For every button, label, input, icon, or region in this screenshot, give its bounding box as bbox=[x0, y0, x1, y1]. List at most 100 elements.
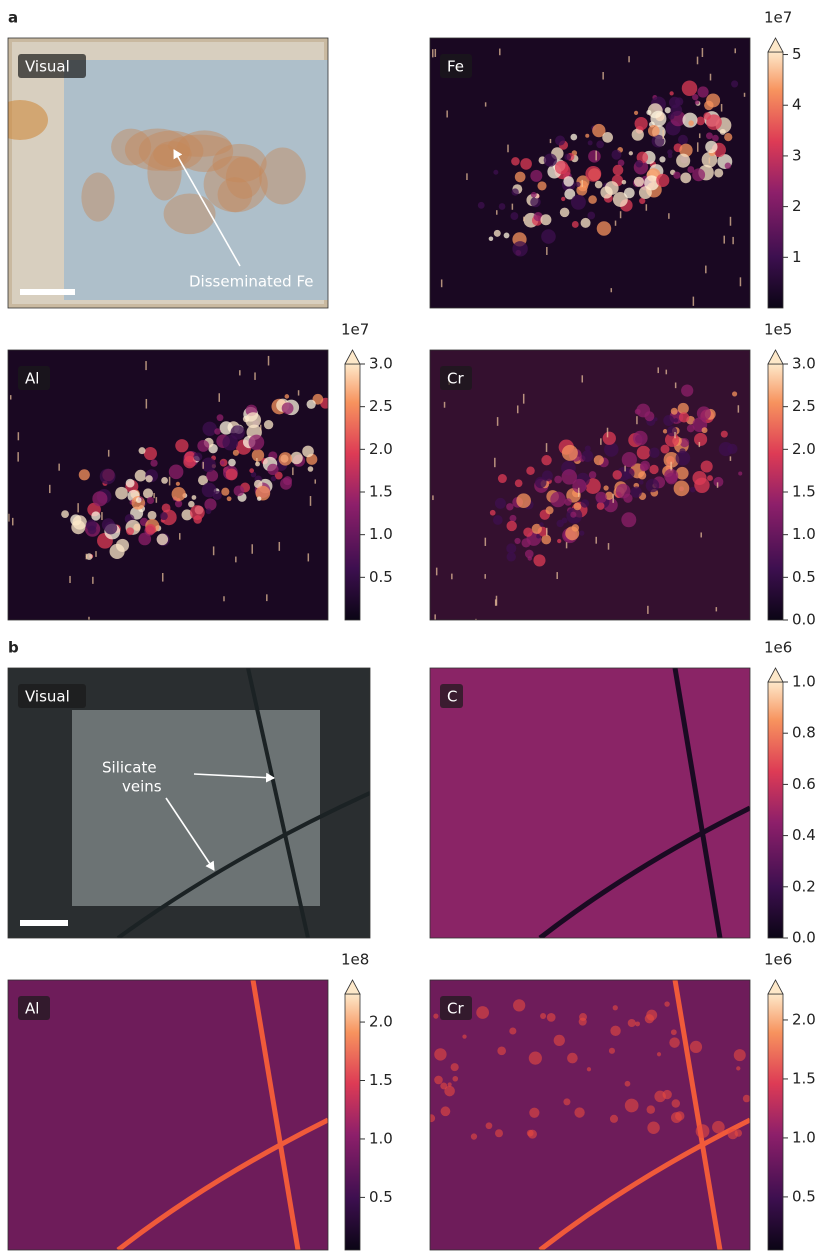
hotspot bbox=[696, 116, 705, 125]
hotspot bbox=[234, 485, 245, 496]
speck bbox=[179, 533, 181, 540]
hotspot bbox=[73, 515, 87, 529]
colorbar-tick-label: 1.5 bbox=[369, 1071, 393, 1089]
image-title: C bbox=[447, 688, 457, 706]
hotspot bbox=[674, 481, 690, 497]
colorbar-tick-label: 1 bbox=[792, 248, 802, 266]
hotspot bbox=[647, 1105, 655, 1113]
hotspot bbox=[561, 197, 565, 201]
speck bbox=[315, 479, 317, 483]
hotspot bbox=[116, 539, 129, 552]
speck bbox=[436, 568, 438, 576]
speck bbox=[58, 464, 60, 471]
colorbar-tick-label: 2.5 bbox=[792, 397, 816, 415]
speck bbox=[254, 372, 256, 380]
hotspot bbox=[701, 460, 713, 472]
image bbox=[430, 350, 750, 625]
hotspot bbox=[523, 527, 532, 536]
speck bbox=[608, 543, 610, 550]
hotspot bbox=[452, 1076, 458, 1082]
hotspot bbox=[663, 415, 674, 426]
speck bbox=[446, 110, 448, 117]
speck bbox=[600, 438, 602, 445]
annotation: veins bbox=[122, 778, 162, 796]
speck bbox=[153, 493, 155, 498]
hotspot bbox=[640, 463, 648, 471]
speck bbox=[674, 432, 676, 438]
hotspot bbox=[567, 1053, 578, 1064]
speck bbox=[95, 551, 97, 557]
colorbar-extend bbox=[345, 980, 360, 994]
hotspot bbox=[115, 487, 128, 500]
speck bbox=[546, 443, 548, 452]
hotspot bbox=[671, 1029, 677, 1035]
speck bbox=[709, 157, 711, 163]
hotspot bbox=[516, 493, 531, 508]
hotspot bbox=[679, 412, 689, 422]
hotspot bbox=[736, 1066, 740, 1070]
stain bbox=[164, 194, 216, 235]
hotspot bbox=[308, 466, 314, 472]
hotspot bbox=[434, 1048, 446, 1060]
image bbox=[0, 38, 363, 308]
hotspot bbox=[572, 221, 579, 228]
image-content bbox=[8, 350, 331, 626]
hotspot bbox=[656, 174, 669, 187]
hotspot bbox=[509, 515, 516, 522]
image bbox=[430, 668, 750, 938]
colorbar bbox=[345, 364, 360, 620]
hotspot bbox=[257, 496, 261, 500]
hotspot bbox=[682, 80, 698, 96]
hotspot bbox=[678, 135, 688, 145]
hotspot bbox=[670, 91, 674, 95]
hotspot bbox=[302, 446, 314, 458]
hotspot bbox=[145, 475, 152, 482]
speck bbox=[738, 405, 740, 412]
hotspot bbox=[136, 497, 142, 503]
speck bbox=[705, 266, 707, 274]
hotspot bbox=[625, 1081, 631, 1087]
colorbar-tick-label: 1.0 bbox=[792, 673, 816, 691]
hotspot bbox=[434, 1076, 443, 1085]
speck bbox=[581, 180, 583, 187]
speck bbox=[145, 361, 147, 370]
speck bbox=[523, 217, 525, 221]
hotspot bbox=[91, 511, 100, 520]
hotspot bbox=[462, 1034, 466, 1038]
colorbar-tick-label: 1.5 bbox=[369, 483, 393, 501]
speck bbox=[595, 537, 597, 544]
speck bbox=[657, 367, 659, 373]
image-title: Fe bbox=[447, 58, 464, 76]
hotspot bbox=[528, 1130, 537, 1139]
speck bbox=[108, 450, 110, 457]
hotspot bbox=[659, 156, 665, 162]
hotspot bbox=[688, 120, 694, 126]
speck bbox=[444, 402, 446, 408]
hotspot bbox=[634, 177, 644, 187]
map-bg bbox=[430, 980, 750, 1250]
hotspot bbox=[512, 241, 527, 256]
hotspot bbox=[597, 502, 605, 510]
hotspot bbox=[697, 86, 708, 97]
speck bbox=[310, 496, 312, 506]
speck bbox=[612, 494, 614, 503]
image-content bbox=[8, 668, 370, 938]
hotspot bbox=[539, 522, 543, 526]
hotspot bbox=[160, 512, 168, 520]
annotation: Disseminated Fe bbox=[189, 273, 314, 291]
speck bbox=[496, 210, 498, 215]
image-title: Visual bbox=[25, 58, 70, 76]
hotspot bbox=[610, 1026, 620, 1036]
hotspot bbox=[671, 1112, 682, 1123]
speck bbox=[266, 594, 268, 601]
colorbar-exponent: 1e5 bbox=[764, 321, 792, 339]
annotation: Silicate bbox=[102, 759, 157, 777]
hotspot bbox=[448, 1082, 452, 1086]
hotspot bbox=[743, 1095, 751, 1103]
colorbar-tick-label: 5 bbox=[792, 45, 802, 63]
stain bbox=[226, 156, 262, 198]
speck bbox=[499, 49, 501, 56]
colorbar-tick-label: 0.8 bbox=[792, 724, 816, 742]
hotspot bbox=[530, 197, 541, 208]
speck bbox=[670, 462, 672, 471]
